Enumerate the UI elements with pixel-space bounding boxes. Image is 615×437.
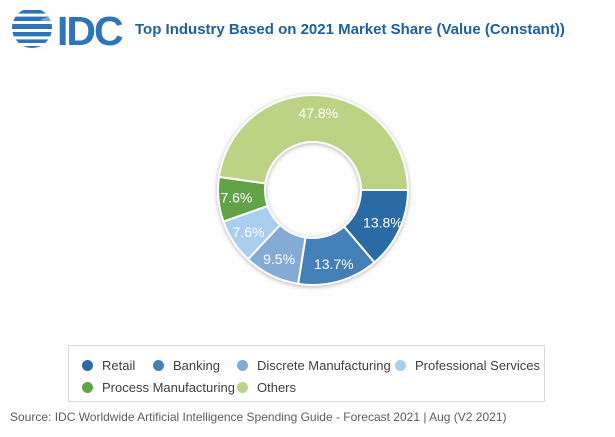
slice-value-label: 47.8% — [298, 105, 338, 121]
legend-swatch-professional-services-icon — [395, 359, 406, 371]
logo-text: IDC — [57, 7, 124, 54]
slice-value-label: 7.6% — [220, 190, 252, 206]
donut-segment-others — [217, 94, 409, 191]
legend-swatch-discrete-manufacturing-icon — [237, 359, 248, 371]
legend-label: Discrete Manufacturing — [257, 357, 391, 373]
legend-label: Professional Services — [415, 357, 540, 373]
page-title: Top Industry Based on 2021 Market Share … — [135, 21, 565, 38]
donut-chart: 13.8% 13.7% 9.5% 7.6% 7.6% 47.8% — [217, 94, 409, 286]
globe-icon — [10, 6, 54, 55]
source-text: Source: IDC Worldwide Artificial Intelli… — [10, 410, 507, 424]
idc-logo: IDC — [10, 6, 124, 55]
slice-value-label: 9.5% — [263, 251, 295, 267]
slice-value-label: 13.8% — [363, 214, 403, 230]
chart-legend: Retail Banking Discrete Manufacturing Pr… — [68, 345, 545, 402]
legend-label: Others — [257, 379, 297, 395]
legend-item-discrete-manufacturing: Discrete Manufacturing — [237, 357, 391, 373]
slice-value-label: 13.7% — [314, 256, 354, 272]
legend-label: Process Manufacturing — [102, 379, 235, 395]
slice-value-label: 7.6% — [233, 224, 265, 240]
legend-swatch-process-manufacturing-icon — [82, 381, 93, 393]
legend-swatch-banking-icon — [153, 359, 164, 371]
legend-item-professional-services: Professional Services — [395, 357, 540, 373]
legend-swatch-retail-icon — [82, 359, 93, 371]
legend-item-process-manufacturing: Process Manufacturing — [82, 379, 235, 395]
legend-swatch-others-icon — [237, 381, 248, 393]
legend-item-retail: Retail — [82, 357, 136, 373]
legend-label: Banking — [173, 357, 220, 373]
legend-label: Retail — [102, 357, 136, 373]
legend-item-others: Others — [237, 379, 297, 395]
legend-item-banking: Banking — [153, 357, 220, 373]
